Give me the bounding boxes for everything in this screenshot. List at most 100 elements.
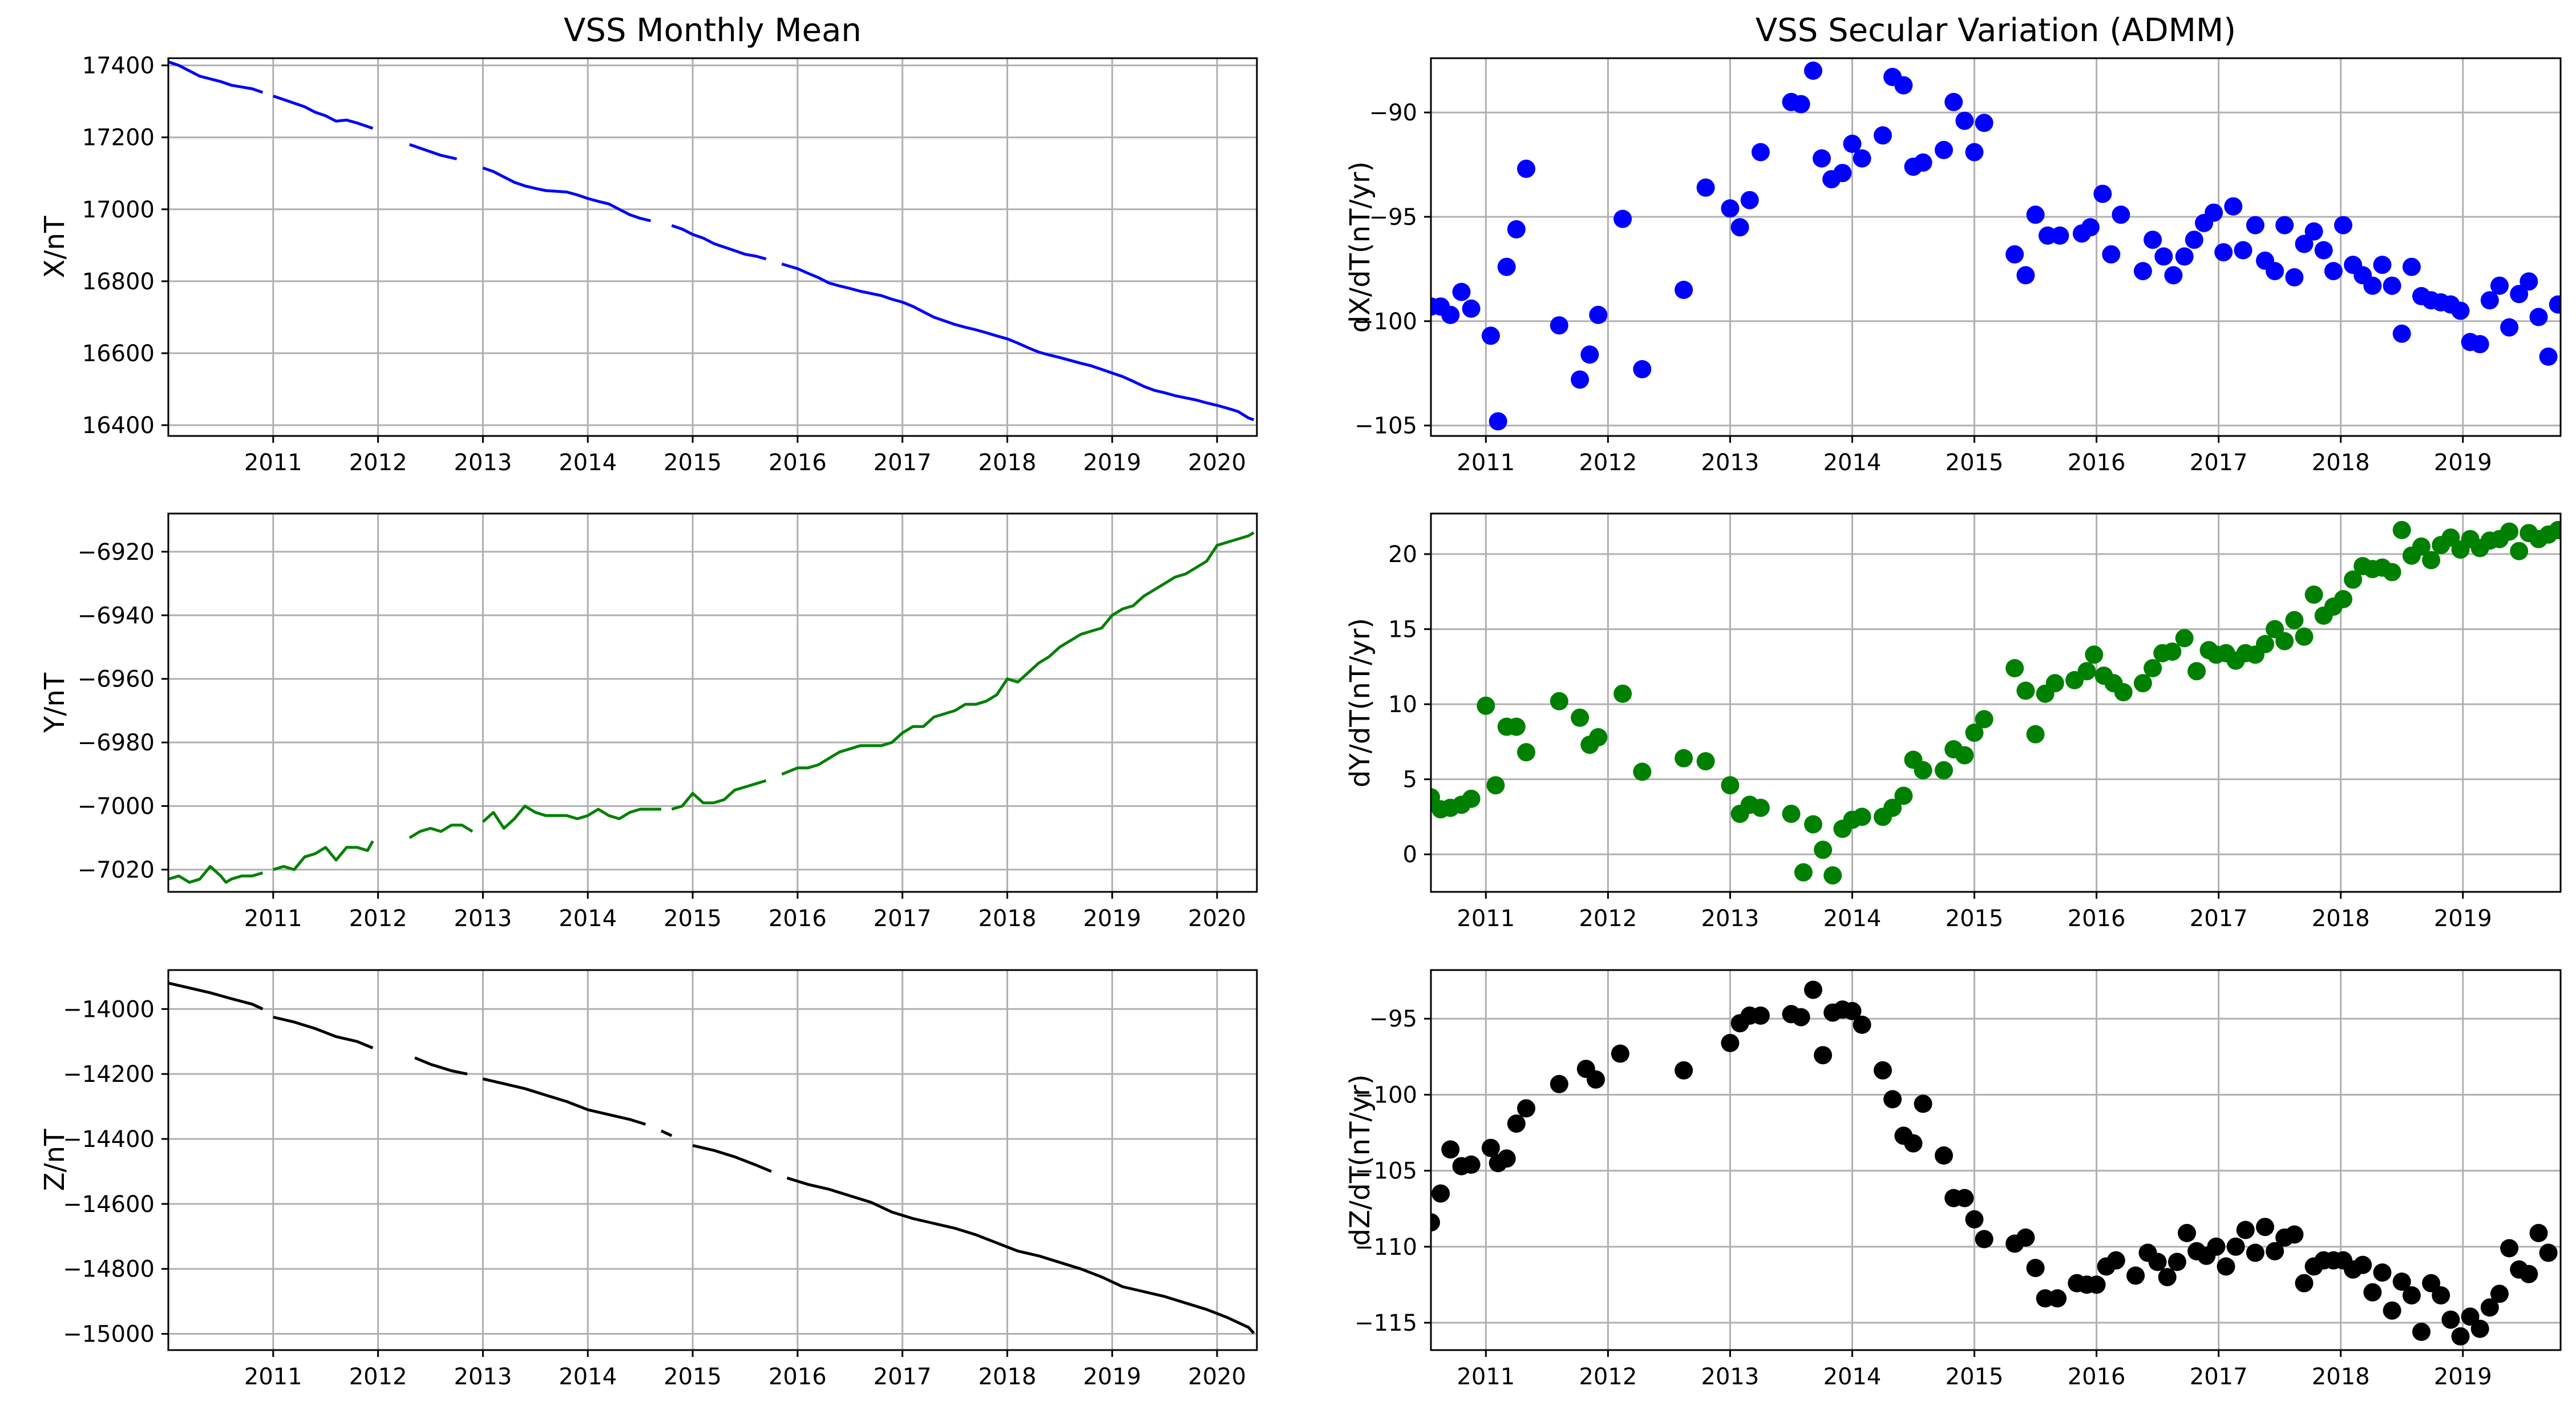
data-point-50 — [2114, 683, 2133, 702]
data-point-82 — [2470, 1319, 2489, 1338]
data-point-77 — [2402, 257, 2421, 276]
data-point-34 — [1914, 761, 1932, 779]
data-point-13 — [1589, 728, 1608, 746]
data-point-41 — [2016, 266, 2035, 285]
x-tick-label: 2013 — [1701, 450, 1760, 476]
x-tick-label: 2012 — [1579, 906, 1637, 932]
data-point-2 — [1441, 305, 1460, 324]
data-point-66 — [2285, 611, 2304, 629]
data-point-77 — [2422, 1274, 2441, 1292]
y-tick-label: −105 — [1354, 413, 1417, 439]
data-point-5 — [1481, 1138, 1500, 1157]
data-point-30 — [1904, 1134, 1923, 1153]
data-point-10 — [1550, 316, 1568, 335]
data-point-10 — [1550, 692, 1568, 710]
line-segment-4 — [671, 224, 767, 261]
axes-frame — [167, 57, 1258, 437]
data-point-25 — [1814, 841, 1833, 859]
series-x-sv — [1431, 61, 2561, 431]
data-point-78 — [2432, 1286, 2450, 1305]
y-axis-label: dZ/dT(nT/yr) — [1344, 1074, 1376, 1246]
x-tick-label: 2012 — [349, 906, 407, 932]
panel-z-sv: 2011 2012 2013 2014 2015 2016 2017 2018 2019 −95 −… — [1344, 969, 2562, 1390]
x-tick-label: 2015 — [664, 906, 722, 932]
x-tick-label: 2018 — [2312, 450, 2370, 476]
data-point-89 — [2520, 272, 2538, 291]
data-point-38 — [1965, 143, 1984, 161]
x-tick-label: 2016 — [769, 450, 827, 476]
y-tick-label: −6940 — [78, 603, 155, 629]
data-point-1 — [1431, 1184, 1450, 1203]
data-point-55 — [2207, 1237, 2226, 1256]
x-tick-label: 2012 — [349, 1364, 407, 1390]
x-tick-label: 2020 — [1188, 1364, 1246, 1390]
data-point-81 — [2461, 1307, 2480, 1326]
y-tick-label: 15 — [1388, 617, 1417, 643]
x-tick-label: 2017 — [874, 1364, 932, 1390]
x-tick-label: 2011 — [1457, 450, 1515, 476]
data-point-9 — [1517, 1099, 1535, 1118]
x-tick-label: 2019 — [2434, 1364, 2492, 1390]
data-point-64 — [2295, 1274, 2314, 1292]
data-point-23 — [1792, 95, 1810, 114]
data-point-39 — [1975, 114, 1993, 132]
data-point-50 — [2133, 262, 2152, 281]
data-point-56 — [2217, 1257, 2235, 1276]
data-point-3 — [1452, 282, 1471, 301]
data-point-23 — [1794, 863, 1813, 882]
data-point-73 — [2363, 276, 2382, 295]
x-tick-label: 2015 — [664, 450, 722, 476]
data-point-58 — [2236, 1221, 2255, 1239]
data-point-69 — [2324, 262, 2343, 281]
data-point-88 — [2510, 285, 2529, 304]
data-point-59 — [2224, 197, 2243, 216]
data-point-39 — [1975, 710, 1993, 729]
data-point-52 — [2144, 659, 2162, 677]
data-point-74 — [2392, 1272, 2411, 1291]
line-segment-0 — [168, 981, 264, 1011]
line-segment-1 — [273, 1016, 374, 1049]
x-tick-label: 2013 — [454, 1364, 512, 1390]
data-point-37 — [1955, 111, 1974, 130]
data-point-91 — [2539, 348, 2558, 366]
data-point-15 — [1633, 762, 1652, 781]
data-point-11 — [1571, 370, 1590, 389]
line-segment-1 — [273, 840, 374, 871]
data-point-84 — [2470, 335, 2489, 354]
x-tick-label: 2014 — [559, 906, 617, 932]
data-point-63 — [2285, 1225, 2304, 1244]
data-point-72 — [2373, 1263, 2392, 1282]
data-point-46 — [2077, 662, 2096, 681]
data-point-60 — [2256, 1218, 2274, 1237]
panel-x-mean: 2011 2012 2013 2014 2015 2016 2017 2018 2019 2020… — [39, 12, 1258, 476]
data-point-92 — [2549, 295, 2561, 314]
series-y-sv — [1431, 520, 2561, 885]
data-point-93 — [2549, 520, 2561, 539]
data-point-19 — [1730, 218, 1749, 237]
data-point-0 — [1431, 1213, 1440, 1232]
data-point-63 — [2266, 262, 2284, 281]
data-point-24 — [1804, 61, 1822, 80]
data-point-17 — [1696, 178, 1715, 197]
data-point-35 — [1935, 761, 1953, 779]
line-segment-2 — [409, 823, 474, 839]
data-point-32 — [1894, 786, 1913, 805]
x-tick-label: 2019 — [2434, 450, 2492, 476]
x-tick-label: 2014 — [1823, 450, 1882, 476]
data-point-79 — [2441, 1310, 2460, 1329]
x-tick-label: 2016 — [2068, 906, 2126, 932]
data-point-21 — [1751, 143, 1770, 161]
x-tick-label: 2012 — [1579, 1364, 1637, 1390]
y-axis-label: dX/dT(nT/yr) — [1344, 161, 1376, 333]
x-tick-label: 2011 — [244, 906, 302, 932]
data-point-75 — [2402, 1286, 2421, 1305]
data-point-4 — [1462, 789, 1481, 808]
data-point-7 — [1497, 1149, 1516, 1168]
y-tick-label: −6960 — [78, 666, 155, 693]
x-tick-label: 2019 — [1083, 1364, 1141, 1390]
y-tick-label: 17000 — [82, 197, 155, 223]
x-tick-label: 2016 — [2068, 1364, 2126, 1390]
data-point-24 — [1804, 815, 1822, 834]
y-tick-label: 10 — [1388, 692, 1417, 718]
data-point-32 — [1894, 76, 1913, 95]
